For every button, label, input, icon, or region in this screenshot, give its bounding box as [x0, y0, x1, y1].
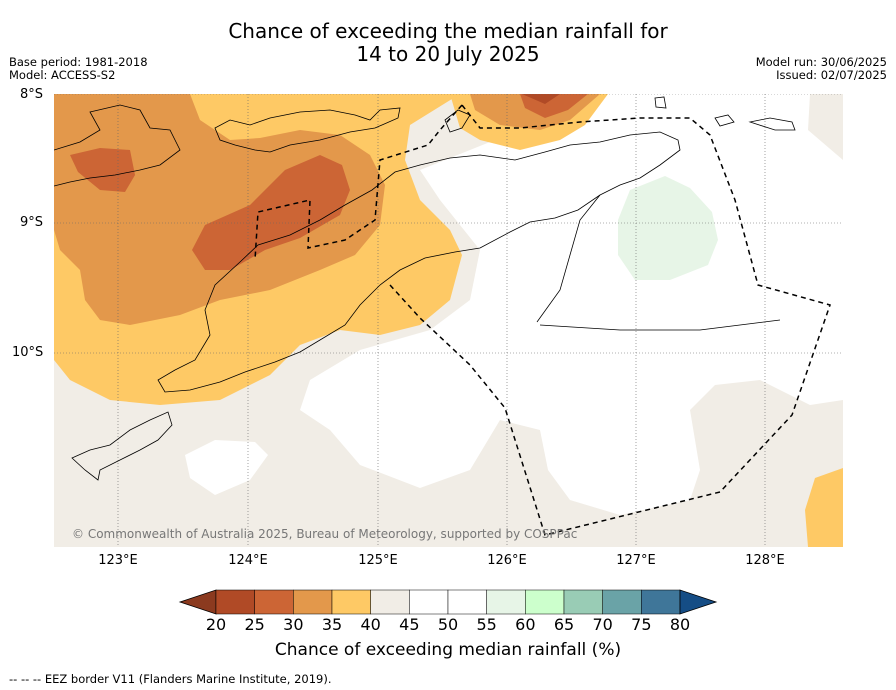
lon-label-124e: 124°E	[228, 553, 268, 568]
timor-coastline	[157, 131, 681, 393]
lon-label-123e: 123°E	[98, 553, 138, 568]
colorbar-tick-label: 30	[283, 615, 304, 634]
colorbar-tick-label: 60	[515, 615, 536, 634]
meta-right: Model run: 30/06/2025 Issued: 02/07/2025	[756, 56, 887, 82]
base-period-text: Base period: 1981-2018	[9, 55, 148, 69]
lon-label-127e: 127°E	[616, 553, 656, 568]
graticule	[54, 94, 843, 547]
colorbar-swatch	[641, 589, 681, 615]
colorbar-swatch	[525, 589, 565, 615]
title-line-2: 14 to 20 July 2025	[356, 42, 540, 66]
lat-label-8s: 8°S	[20, 87, 44, 102]
model-text: Model: ACCESS-S2	[9, 68, 116, 82]
colorbar-swatch	[447, 589, 487, 615]
deepest-region-north	[522, 94, 560, 104]
title-line-1: Chance of exceeding the median rainfall …	[228, 19, 668, 43]
colorbar-swatch	[370, 589, 410, 615]
colorbar-tick-label: 25	[244, 615, 265, 634]
wetar-coastline	[748, 117, 796, 131]
copyright-text: © Commonwealth of Australia 2025, Bureau…	[72, 527, 578, 541]
colorbar-tick-label: 35	[321, 615, 343, 634]
colorbar-extend-high	[679, 589, 718, 615]
white-region-east	[300, 94, 843, 515]
issued-text: Issued: 02/07/2025	[776, 68, 887, 82]
colorbar-swatch	[215, 589, 255, 615]
yellow-region-southeast	[805, 468, 843, 547]
colorbar-extend-low	[178, 589, 217, 615]
orange-region-west	[54, 94, 385, 325]
colorbar-tick-label: 70	[592, 615, 613, 634]
colorbar	[178, 589, 718, 615]
map-title: Chance of exceeding the median rainfall …	[0, 20, 896, 66]
colorbar-swatch	[563, 589, 603, 615]
colorbar-tick-label: 65	[553, 615, 575, 634]
map-area	[54, 94, 843, 547]
colorbar-tick-label: 45	[399, 615, 420, 634]
colorbar-tick-label: 75	[631, 615, 652, 634]
model-run-text: Model run: 30/06/2025	[755, 55, 887, 69]
meta-left: Base period: 1981-2018 Model: ACCESS-S2	[9, 56, 148, 82]
colorbar-swatch	[602, 589, 642, 615]
eez-legend-text: -- -- -- EEZ border V11 (Flanders Marine…	[9, 672, 332, 686]
flores-coastline	[214, 107, 401, 153]
coastlines	[54, 96, 796, 481]
colorbar-tick-label: 40	[360, 615, 381, 634]
colorbar-swatch	[409, 589, 449, 615]
lat-label-10s: 10°S	[12, 345, 44, 360]
colorbar-swatch	[254, 589, 294, 615]
east-coast-dots	[536, 194, 781, 331]
eez-border	[254, 104, 831, 536]
lat-label-9s: 9°S	[20, 215, 44, 230]
lon-label-125e: 125°E	[358, 553, 398, 568]
colorbar-tick-label: 50	[437, 615, 459, 634]
small-island-1	[654, 96, 667, 109]
island-north-coastline	[54, 104, 181, 187]
colorbar-tick-label: 80	[669, 615, 691, 634]
sumba-coastline	[71, 411, 173, 481]
green-region	[618, 176, 718, 280]
dark-orange-region-centre	[192, 155, 350, 270]
colorbar-tick-label: 20	[205, 615, 227, 634]
dark-orange-region-northwest	[70, 148, 135, 192]
lon-label-128e: 128°E	[745, 553, 785, 568]
colorbar-label: Chance of exceeding median rainfall (%)	[274, 640, 622, 660]
small-island-2	[714, 114, 735, 127]
white-region-southwest	[185, 440, 268, 495]
colorbar-swatch	[331, 589, 371, 615]
colorbar-swatch	[486, 589, 526, 615]
colorbar-swatch	[293, 589, 333, 615]
colorbar-tick-label: 55	[476, 615, 497, 634]
lon-label-126e: 126°E	[487, 553, 527, 568]
